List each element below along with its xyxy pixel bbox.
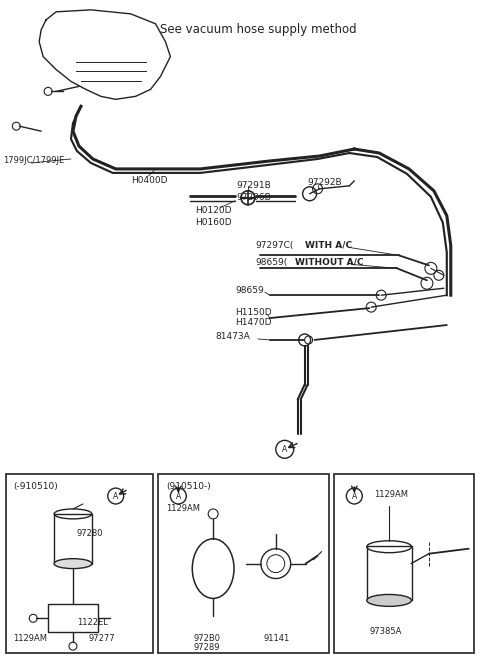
Text: 97277: 97277: [89, 634, 116, 643]
Circle shape: [170, 488, 186, 504]
Text: 97292B: 97292B: [308, 178, 342, 187]
Text: 1129AM: 1129AM: [374, 489, 408, 499]
Text: 97296B: 97296B: [236, 193, 271, 202]
Text: 97297C(: 97297C(: [255, 241, 293, 250]
Text: 1129AM: 1129AM: [13, 634, 48, 643]
Text: 97291B: 97291B: [236, 181, 271, 191]
Circle shape: [108, 488, 124, 504]
Text: 98659: 98659: [235, 286, 264, 295]
Text: H0160D: H0160D: [195, 218, 232, 227]
Text: 1799JC/1799JE: 1799JC/1799JE: [3, 156, 65, 166]
Text: H1470D: H1470D: [235, 317, 272, 327]
Text: H0400D: H0400D: [131, 176, 167, 185]
Text: 97280: 97280: [77, 530, 104, 538]
Bar: [54, 514, 92, 564]
Circle shape: [347, 488, 362, 504]
Bar: [6, 474, 153, 653]
Text: WITH A/C: WITH A/C: [305, 241, 352, 250]
Text: 1129AM: 1129AM: [167, 505, 201, 514]
Text: A: A: [352, 491, 357, 501]
Text: 97385A: 97385A: [369, 627, 402, 636]
Bar: [335, 474, 474, 653]
Text: H0120D: H0120D: [195, 206, 232, 215]
Text: See vacuum hose supply method: See vacuum hose supply method: [160, 23, 357, 36]
Text: 81473A: 81473A: [215, 332, 250, 342]
Bar: [158, 474, 329, 653]
Text: 97289: 97289: [193, 643, 220, 652]
Text: A: A: [282, 445, 288, 454]
Ellipse shape: [367, 595, 411, 606]
Text: A: A: [176, 491, 181, 501]
Text: 91141: 91141: [264, 634, 290, 643]
Text: 98659(: 98659(: [255, 258, 287, 267]
Text: H1150D: H1150D: [235, 307, 272, 317]
Text: 1122EL: 1122EL: [77, 618, 108, 627]
Circle shape: [44, 87, 52, 95]
Ellipse shape: [54, 558, 92, 568]
Text: (910510-): (910510-): [167, 482, 211, 491]
Text: A: A: [113, 491, 119, 501]
Circle shape: [241, 191, 255, 205]
Text: WITHOUT A/C: WITHOUT A/C: [295, 258, 363, 267]
Text: 972B0: 972B0: [193, 634, 220, 643]
Circle shape: [276, 440, 294, 458]
Bar: [367, 546, 412, 600]
Bar: [48, 604, 98, 632]
Text: (-910510): (-910510): [13, 482, 58, 491]
